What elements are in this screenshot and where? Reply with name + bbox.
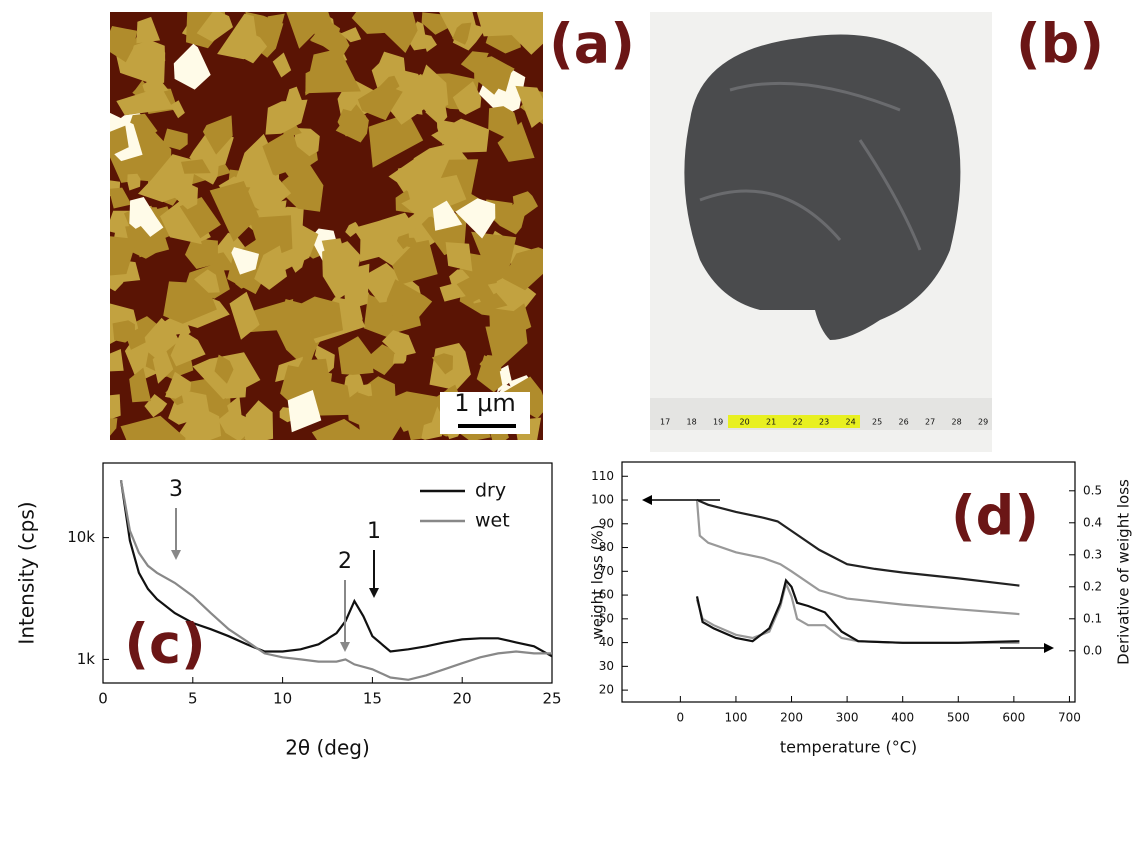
y2-tick-label: 0.5 (1083, 483, 1102, 497)
x-tick-label: 400 (891, 711, 914, 725)
ruler-label: 29 (978, 418, 988, 427)
arrow-head (642, 495, 652, 505)
y-axis-label: Intensity (cps) (15, 501, 39, 644)
y-tick-label: 30 (599, 659, 614, 673)
y2-axis-label: Derivative of weight loss (1115, 479, 1133, 665)
legend-label: wet (475, 510, 510, 532)
x-tick-label: 100 (724, 711, 747, 725)
figure: 1 μm (a) 17181920212223242526272829 (b) … (0, 0, 1136, 863)
y-tick-label: 10k (67, 528, 95, 546)
legend-label: dry (475, 480, 506, 502)
x-tick-label: 700 (1058, 711, 1081, 725)
ruler-label: 27 (925, 418, 935, 427)
annotation: 3 (169, 477, 183, 502)
arrow-head (369, 588, 379, 598)
y2-tick-label: 0.3 (1083, 547, 1102, 561)
y-tick-label: 110 (591, 469, 614, 483)
data-line (697, 584, 1019, 643)
y-tick-label: 20 (599, 683, 614, 697)
y-axis-label: weight loss (%) (589, 524, 607, 639)
x-tick-label: 25 (542, 690, 561, 708)
scale-bar-label: 1 μm (454, 389, 516, 417)
panel-label: (c) (124, 613, 205, 676)
x-tick-label: 0 (98, 690, 108, 708)
ruler-label: 20 (740, 418, 750, 427)
x-tick-label: 600 (1002, 711, 1025, 725)
y2-tick-label: 0.1 (1083, 611, 1102, 625)
y2-tick-label: 0.4 (1083, 515, 1102, 529)
ruler-label: 24 (846, 418, 856, 427)
x-axis-label: temperature (°C) (780, 738, 917, 757)
panel-label: (a) (549, 13, 635, 76)
panel-label: (d) (951, 485, 1039, 548)
annotation: 1 (367, 519, 381, 544)
x-tick-label: 200 (780, 711, 803, 725)
x-tick-label: 10 (273, 690, 292, 708)
x-tick-label: 300 (836, 711, 859, 725)
arrow-head (340, 642, 350, 652)
ruler-label: 23 (819, 418, 829, 427)
ruler-label: 18 (687, 418, 697, 427)
ruler-label: 26 (899, 418, 909, 427)
x-tick-label: 15 (363, 690, 382, 708)
y-tick-label: 100 (591, 493, 614, 507)
x-tick-label: 5 (188, 690, 198, 708)
ruler-label: 25 (872, 418, 882, 427)
arrow-head (1044, 643, 1054, 653)
ruler-label: 19 (713, 418, 723, 427)
x-tick-label: 20 (453, 690, 472, 708)
ruler-label: 21 (766, 418, 776, 427)
y2-tick-label: 0.0 (1083, 643, 1102, 657)
x-tick-label: 500 (947, 711, 970, 725)
arrow-head (171, 550, 181, 560)
panel-label: (b) (1016, 13, 1104, 76)
ruler-label: 22 (793, 418, 803, 427)
x-axis-label: 2θ (deg) (285, 736, 370, 760)
annotation: 2 (338, 549, 352, 574)
ruler-label: 28 (952, 418, 962, 427)
ruler-label: 17 (660, 418, 670, 427)
y-tick-label: 1k (77, 650, 96, 668)
x-tick-label: 0 (677, 711, 685, 725)
data-line (697, 580, 1019, 642)
y2-tick-label: 0.2 (1083, 579, 1102, 593)
